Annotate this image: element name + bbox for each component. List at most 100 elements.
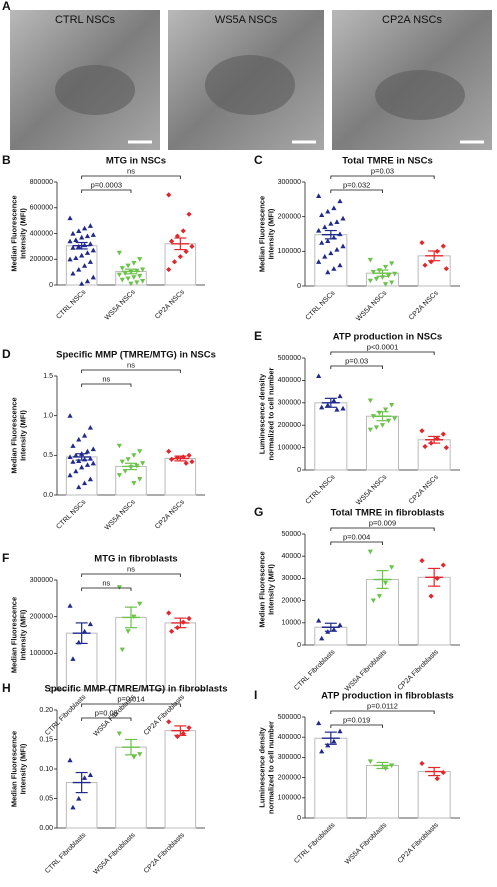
significance-label: ns — [127, 564, 135, 573]
data-point — [90, 460, 96, 466]
panel-letter: B — [2, 153, 11, 167]
y-tick-label: 500000 — [278, 714, 301, 721]
data-point — [87, 621, 93, 627]
data-point — [367, 759, 373, 765]
x-tick-label: CTRL NSCs — [305, 289, 337, 321]
significance-bracket — [81, 703, 181, 707]
data-point — [331, 626, 337, 632]
data-point — [87, 476, 93, 482]
chart-title: ATP production in NSCs — [333, 332, 442, 343]
data-point — [370, 598, 376, 604]
data-point — [166, 719, 172, 725]
y-tick-label: 100000 — [278, 795, 301, 802]
data-point — [319, 240, 325, 245]
y-tick-label: 600000 — [30, 205, 53, 212]
y-tick-label: 0.00 — [39, 825, 53, 832]
data-point — [389, 402, 395, 408]
data-point — [116, 272, 122, 278]
data-point — [443, 266, 449, 272]
data-point — [316, 259, 322, 264]
data-point — [125, 276, 131, 282]
data-point — [116, 250, 122, 256]
data-point — [186, 615, 192, 622]
data-point — [328, 221, 334, 226]
y-tick-label: 300000 — [30, 577, 53, 584]
significance-bracket — [330, 365, 383, 369]
data-point — [319, 404, 325, 410]
data-point — [337, 728, 343, 734]
data-point — [367, 398, 373, 404]
data-point — [116, 473, 122, 478]
y-tick-label: 30000 — [282, 575, 302, 582]
data-point — [319, 748, 325, 754]
data-point — [440, 431, 446, 437]
data-point — [373, 425, 380, 431]
data-point — [166, 448, 172, 454]
data-point — [337, 393, 343, 399]
y-tick-label: 0 — [49, 282, 53, 289]
chart: 0.00 0.05 0.10 0.15 0.20 Median Fluorescence I… — [2, 681, 227, 876]
data-point — [389, 763, 395, 769]
y-tick-label: 100000 — [278, 444, 301, 451]
chart-title: ATP production in fibroblasts — [321, 691, 454, 702]
significance-label: ns — [102, 578, 110, 587]
y-axis-label: Intensity (MFI) — [18, 609, 27, 660]
data-point — [76, 228, 82, 234]
data-point — [67, 238, 73, 244]
panel-letter: G — [254, 505, 263, 519]
y-tick-label: 100000 — [278, 248, 301, 255]
bar — [417, 439, 451, 471]
significance-label: p=0.03 — [345, 356, 368, 365]
data-point — [134, 280, 140, 286]
significance-label: ns — [127, 360, 135, 369]
significance-label: p=0.032 — [343, 180, 370, 189]
data-point — [70, 656, 76, 661]
data-point — [166, 192, 172, 198]
panel-letter: H — [2, 681, 11, 695]
data-point — [76, 795, 82, 801]
chart-title: Specific MMP (TMRE/MTG) in NSCs — [56, 350, 216, 361]
data-point — [367, 549, 373, 555]
y-tick-label: 0 — [297, 815, 301, 822]
y-axis-label: normalized to cell number — [266, 367, 275, 460]
data-point — [340, 405, 346, 411]
x-tick-label: CTRL Fibroblasts — [44, 831, 88, 875]
data-point — [389, 565, 395, 570]
significance-bracket — [81, 383, 132, 387]
data-point — [382, 264, 389, 270]
data-point — [376, 594, 383, 599]
data-point — [382, 407, 389, 413]
y-axis-label: Intensity (MFI) — [18, 743, 27, 794]
data-point — [331, 738, 337, 744]
y-tick-label: 0.05 — [39, 795, 53, 802]
data-point — [376, 268, 383, 273]
data-point — [440, 562, 446, 568]
mitochondrion — [375, 70, 465, 120]
significance-bracket — [330, 710, 435, 714]
data-point — [379, 423, 386, 428]
data-point — [419, 558, 425, 564]
data-point — [334, 247, 340, 252]
y-tick-label: 200000 — [30, 614, 53, 621]
data-point — [189, 243, 195, 249]
data-point — [87, 772, 93, 777]
data-point — [316, 617, 322, 623]
data-point — [166, 266, 172, 273]
data-point — [331, 205, 337, 211]
y-tick-label: 0.10 — [39, 766, 53, 773]
y-tick-label: 50000 — [282, 531, 302, 538]
data-point — [389, 261, 395, 267]
data-point — [81, 225, 88, 231]
data-point — [392, 416, 398, 422]
data-point — [81, 775, 88, 780]
chart-title: Specific MMP (TMRE/MTG) in fibroblasts — [45, 684, 228, 695]
data-point — [76, 266, 82, 272]
x-tick-label: WS5A NSCs — [104, 288, 137, 321]
data-point — [419, 428, 425, 434]
data-point — [422, 443, 428, 450]
significance-bracket — [330, 527, 435, 531]
data-point — [90, 232, 96, 237]
y-tick-label: 400000 — [278, 377, 301, 384]
significance-label: ns — [127, 166, 135, 175]
data-point — [137, 273, 143, 279]
